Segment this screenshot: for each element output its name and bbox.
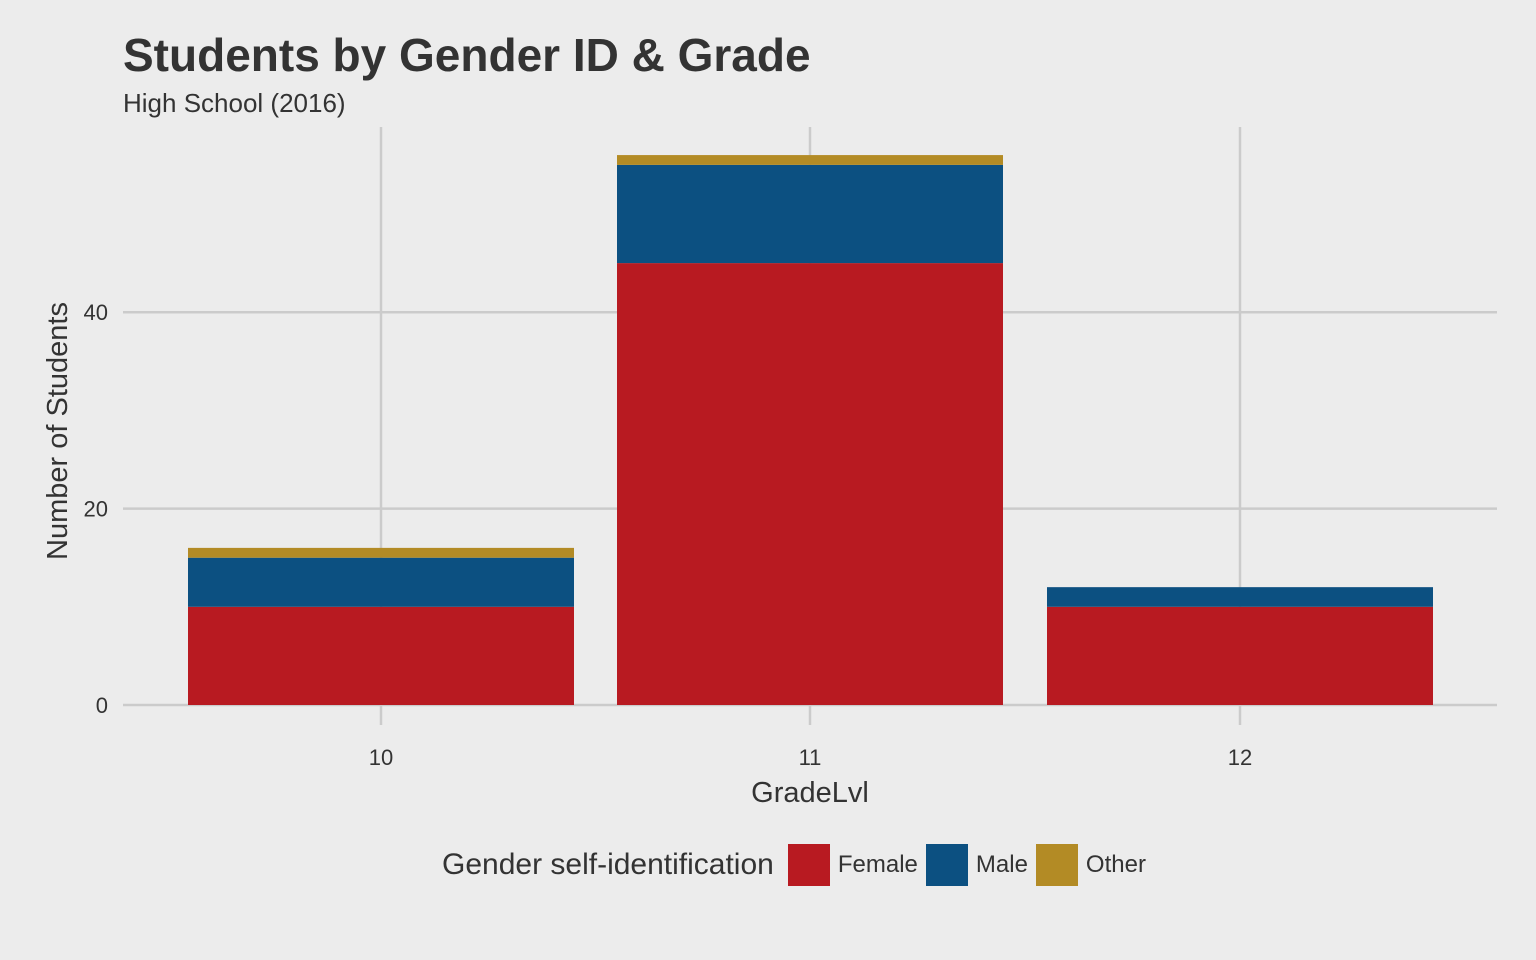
y-tick-label-0: 0	[96, 693, 108, 718]
legend-label-male: Male	[975, 851, 1028, 878]
y-tick-label-40: 40	[84, 300, 108, 325]
x-axis-label: GradeLvl	[751, 777, 869, 809]
x-tick-label-10: 10	[369, 745, 393, 770]
bar-10-male	[188, 557, 574, 607]
bar-11-female	[617, 263, 1003, 705]
bar-11-other	[617, 155, 1003, 165]
chart-subtitle: High School (2016)	[123, 88, 346, 118]
bar-12-male	[1047, 587, 1433, 607]
legend-swatch-male	[925, 844, 968, 886]
y-axis-label: Number of Students	[42, 302, 74, 560]
legend-title: Gender self-identification	[442, 848, 774, 881]
legend: Gender self-identification Female Male O…	[442, 843, 1154, 887]
chart-title: Students by Gender ID & Grade	[123, 29, 811, 81]
x-tick-label-12: 12	[1228, 745, 1252, 770]
bar-11-male	[617, 164, 1003, 264]
legend-swatch-other	[1035, 844, 1078, 886]
legend-item-female: Female	[787, 844, 918, 886]
bar-10-other	[188, 547, 574, 558]
y-tick-label-20: 20	[84, 497, 108, 522]
legend-label-other: Other	[1085, 851, 1146, 878]
legend-item-male: Male	[925, 844, 1028, 886]
bar-10-female	[188, 606, 574, 705]
bar-12-female	[1047, 606, 1433, 705]
legend-swatch-female	[787, 844, 830, 886]
x-tick-label-11: 11	[799, 745, 822, 770]
legend-label-female: Female	[837, 851, 918, 878]
legend-item-other: Other	[1035, 844, 1146, 886]
